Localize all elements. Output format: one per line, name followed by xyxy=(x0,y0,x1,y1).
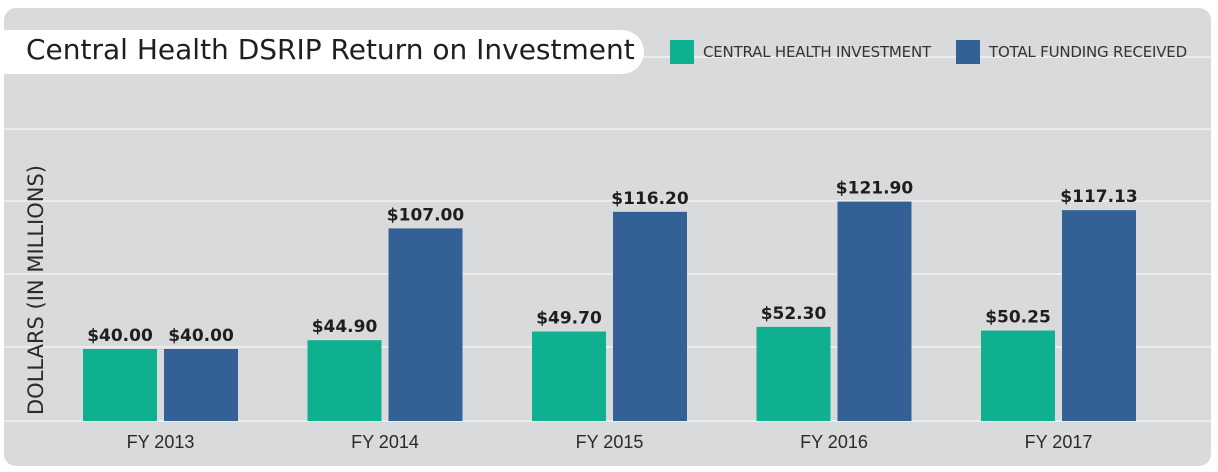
x-tick-label: FY 2014 xyxy=(351,432,419,452)
legend-label-funding: TOTAL FUNDING RECEIVED xyxy=(989,43,1187,61)
x-tick-label: FY 2013 xyxy=(127,432,195,452)
bar-value-label: $121.90 xyxy=(836,179,914,199)
bar-investment xyxy=(307,340,382,421)
bar-funding xyxy=(388,228,463,421)
bar-value-label: $52.30 xyxy=(761,304,827,324)
bar-funding xyxy=(613,211,687,421)
x-tick-label: FY 2017 xyxy=(1025,432,1093,452)
chart-title: Central Health DSRIP Return on Investmen… xyxy=(26,33,635,66)
bar-value-label: $40.00 xyxy=(168,326,234,346)
bar-value-label: $50.25 xyxy=(985,308,1051,328)
bar-value-label: $116.20 xyxy=(611,189,689,209)
bar-value-label: $107.00 xyxy=(387,205,465,225)
bar-funding xyxy=(837,201,912,421)
y-axis-label: DOLLARS (IN MILLIONS) xyxy=(24,165,48,415)
chart-plot: $40.00 $40.00 FY 2013 $44.90 $107.00 FY 2014 $… xyxy=(4,56,1211,452)
bar-value-label: $44.90 xyxy=(312,317,378,337)
bar-value-label: $117.13 xyxy=(1060,187,1137,207)
bar-investment xyxy=(981,330,1055,421)
legend-label-investment: CENTRAL HEALTH INVESTMENT xyxy=(703,43,931,61)
legend-swatch-investment xyxy=(670,40,694,64)
legend-item-funding: TOTAL FUNDING RECEIVED xyxy=(956,40,1187,64)
bar-investment xyxy=(83,349,157,421)
x-tick-label: FY 2015 xyxy=(576,432,644,452)
chart-panel: $40.00 $40.00 FY 2013 $44.90 $107.00 FY 2014 $… xyxy=(4,8,1211,466)
bar-value-label: $40.00 xyxy=(87,326,153,346)
bar-value-label: $49.70 xyxy=(536,309,602,329)
legend-swatch-funding xyxy=(956,40,980,64)
title-banner xyxy=(4,30,644,74)
bar-investment xyxy=(532,331,606,421)
legend-item-investment: CENTRAL HEALTH INVESTMENT xyxy=(670,40,931,64)
bar-investment xyxy=(756,326,831,421)
x-tick-label: FY 2016 xyxy=(800,432,868,452)
bar-funding xyxy=(164,349,238,421)
bar-funding xyxy=(1062,210,1136,421)
